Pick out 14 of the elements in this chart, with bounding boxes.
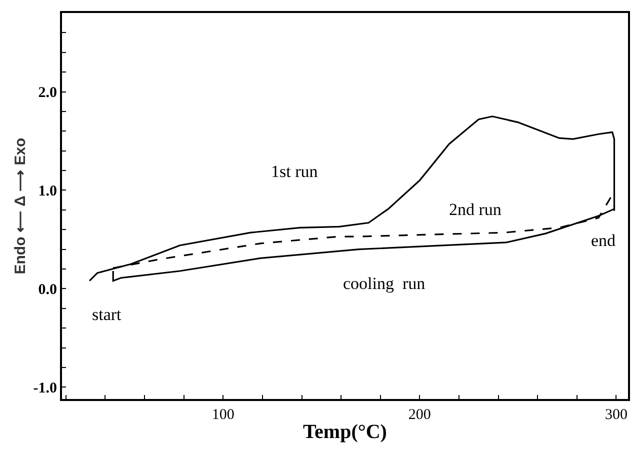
y-tick-label: -1.0 [33, 380, 57, 396]
annotation: end [591, 231, 616, 250]
y-tick-label: 1.0 [38, 183, 57, 200]
y-tick-label: 0.0 [38, 282, 57, 298]
y-tick-label: 2.0 [38, 85, 57, 102]
series-label: 2nd run [449, 200, 502, 219]
series-label: cooling run [343, 274, 426, 293]
y-axis-title: Endo ⟵ Δ ⟶ Exo [12, 138, 29, 274]
x-tick-label: 100 [212, 407, 234, 423]
annotation: start [92, 305, 122, 324]
x-tick-label: 300 [604, 407, 628, 423]
x-tick-label: 200 [408, 407, 431, 423]
x-axis-title: Temp(°C) [303, 421, 387, 443]
text: 1st run [271, 162, 318, 181]
